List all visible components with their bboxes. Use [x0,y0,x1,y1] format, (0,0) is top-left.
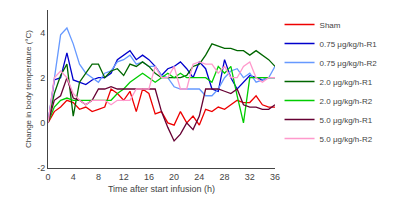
svg-text:4: 4 [71,172,76,182]
svg-text:20: 20 [169,172,179,182]
svg-text:0.75 μg/kg/h-R1: 0.75 μg/kg/h-R1 [320,40,378,49]
svg-text:0: 0 [40,118,45,128]
svg-text:5.0 μg/kg/h-R1: 5.0 μg/kg/h-R1 [320,116,373,125]
svg-text:8: 8 [96,172,101,182]
svg-text:0: 0 [45,172,50,182]
svg-text:2: 2 [40,73,45,83]
svg-text:24: 24 [194,172,204,182]
svg-text:Sham: Sham [320,21,341,30]
svg-text:2.0 μg/kg/h-R1: 2.0 μg/kg/h-R1 [320,78,373,87]
svg-text:2.0 μg/kg/h-R2: 2.0 μg/kg/h-R2 [320,97,373,106]
svg-text:0.75 μg/kg/h-R2: 0.75 μg/kg/h-R2 [320,59,378,68]
svg-text:16: 16 [144,172,154,182]
svg-text:28: 28 [220,172,230,182]
svg-text:Change in body temperature (°C: Change in body temperature (°C) [24,30,33,148]
svg-text:5.0 μg/kg/h-R2: 5.0 μg/kg/h-R2 [320,135,373,144]
svg-text:Time after start infusion (h): Time after start infusion (h) [108,184,215,194]
svg-text:12: 12 [119,172,129,182]
svg-text:4: 4 [40,28,45,38]
svg-text:36: 36 [270,172,280,182]
svg-text:32: 32 [245,172,255,182]
svg-text:-2: -2 [37,163,45,173]
